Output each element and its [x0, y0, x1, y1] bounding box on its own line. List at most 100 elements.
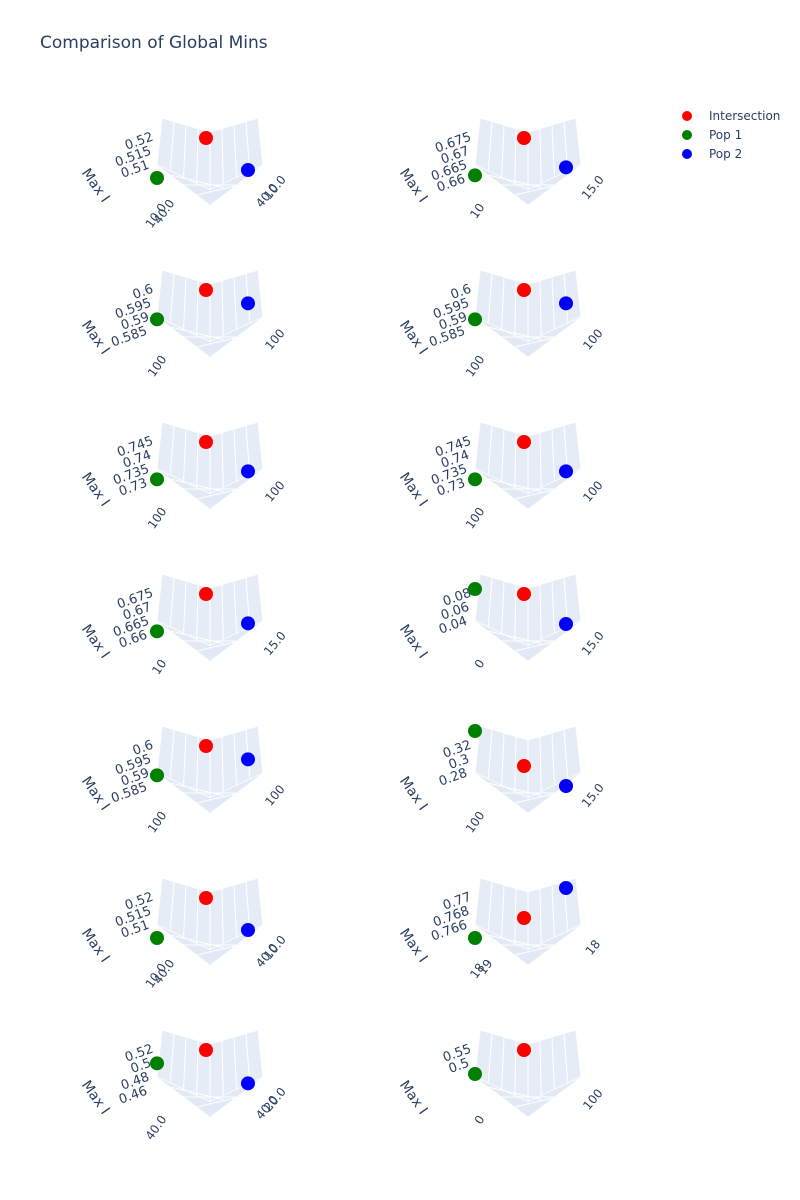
floor-shade — [157, 469, 263, 509]
point-intersection — [199, 283, 213, 297]
floor-shade — [475, 925, 581, 965]
grid-line — [196, 334, 250, 348]
floor-shade — [157, 165, 263, 205]
legend-label-intersection: Intersection — [709, 108, 781, 123]
grid-line — [221, 1040, 224, 1096]
z-axis-label: Max I — [78, 774, 113, 814]
point-intersection — [517, 911, 531, 925]
x-tick-label: 0 — [472, 657, 488, 671]
z-tick-label: 0.5 — [129, 1056, 154, 1077]
grid-line — [514, 942, 568, 956]
grid-line — [221, 584, 224, 640]
point-pop2 — [241, 163, 255, 177]
grid-line — [169, 273, 175, 324]
grid-line — [183, 1036, 187, 1090]
grid-line — [501, 884, 505, 938]
z-axis-label: Max I — [78, 318, 113, 358]
y-tick-label: 100 — [262, 326, 287, 353]
z-tick-label: 0.6 — [131, 282, 156, 303]
grid-line — [221, 736, 224, 792]
point-intersection — [517, 587, 531, 601]
point-pop2 — [241, 752, 255, 767]
grid-line — [501, 732, 505, 786]
grid-line — [514, 790, 568, 804]
grid-line — [487, 729, 493, 780]
floor-shade — [475, 317, 581, 357]
point-pop2 — [559, 296, 573, 311]
point-pop1 — [468, 472, 482, 487]
z-axis-label: Max I — [396, 166, 431, 206]
point-pop2 — [559, 881, 573, 895]
point-pop2 — [559, 617, 573, 631]
legend-item-pop1[interactable]: Pop 1 — [682, 125, 780, 144]
x-tick-label: 100 — [145, 809, 170, 836]
legend[interactable]: Intersection Pop 1 Pop 2 — [682, 106, 780, 163]
z-axis-label: Max I — [396, 470, 431, 510]
point-pop1 — [468, 582, 482, 596]
y-tick-label: 18 — [583, 937, 604, 958]
point-pop1 — [150, 171, 164, 185]
grid-line — [501, 428, 505, 482]
floor-shade — [157, 621, 263, 661]
point-pop2 — [559, 464, 573, 479]
floor-shade — [157, 317, 263, 357]
grid-line — [196, 790, 250, 804]
grid-line — [551, 884, 555, 938]
point-pop1 — [468, 168, 482, 183]
point-pop1 — [150, 624, 164, 639]
grid-line — [539, 1040, 542, 1096]
point-intersection — [199, 891, 213, 905]
grid-line — [196, 128, 199, 184]
grid-line — [233, 124, 237, 178]
grid-line — [487, 425, 493, 476]
point-pop1 — [150, 312, 164, 327]
legend-marker-pop1 — [682, 129, 692, 140]
grid-line — [233, 428, 237, 482]
floor-shade — [475, 621, 581, 661]
point-intersection — [199, 587, 213, 601]
grid-line — [487, 273, 493, 324]
grid-line — [245, 1033, 251, 1084]
grid-line — [196, 432, 199, 488]
point-intersection — [199, 739, 213, 753]
y-tick-label: 15.0 — [579, 629, 607, 658]
grid-line — [551, 1036, 555, 1090]
point-pop2 — [241, 464, 255, 479]
point-pop1 — [468, 1067, 482, 1081]
grid-line — [169, 1033, 175, 1084]
grid-line — [563, 1033, 569, 1084]
point-pop2 — [241, 923, 255, 937]
y-tick-label: 100 — [262, 478, 287, 505]
legend-item-pop2[interactable]: Pop 2 — [682, 144, 780, 163]
point-pop1 — [150, 931, 164, 945]
point-pop2 — [241, 616, 255, 631]
z-tick-label: 0.3 — [447, 752, 472, 773]
grid-line — [196, 942, 250, 956]
grid-line — [501, 276, 505, 330]
grid-line — [539, 584, 542, 640]
grid-line — [245, 121, 251, 172]
point-pop2 — [559, 160, 573, 175]
point-intersection — [517, 759, 531, 773]
x-tick-label: 40.0 — [151, 957, 178, 987]
grid-line — [514, 888, 517, 944]
grid-line — [514, 280, 517, 336]
point-pop1 — [468, 724, 482, 738]
point-intersection — [199, 1043, 213, 1057]
grid-line — [514, 128, 517, 184]
grid-line — [183, 884, 187, 938]
point-pop2 — [241, 1076, 255, 1091]
grid-line — [551, 276, 555, 330]
legend-marker-pop2 — [682, 148, 692, 159]
y-tick-label: 100 — [580, 478, 605, 505]
floor-shade — [475, 469, 581, 509]
z-tick-label: 0.5 — [447, 1056, 472, 1077]
point-pop1 — [150, 472, 164, 487]
z-axis-label: Max I — [78, 470, 113, 510]
legend-item-intersection[interactable]: Intersection — [682, 106, 780, 125]
